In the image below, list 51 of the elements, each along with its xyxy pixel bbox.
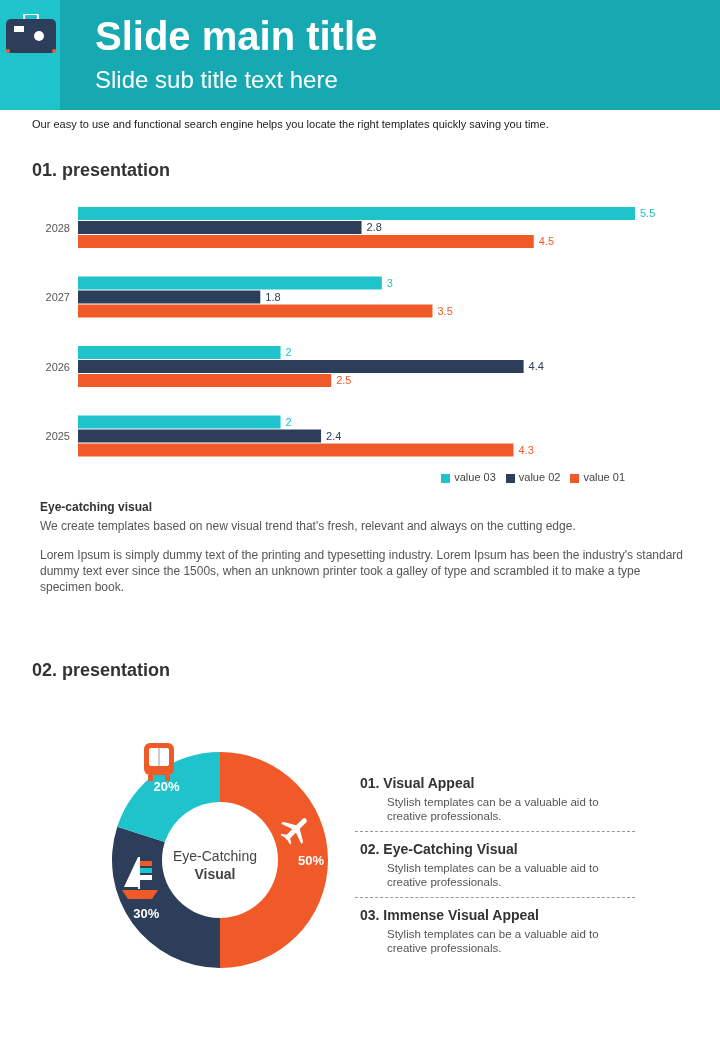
bar (78, 290, 261, 304)
bar (78, 374, 332, 387)
text: Stylish templates can be a valuable aid to creative professionals. (387, 861, 600, 889)
bar (78, 360, 524, 373)
text: Stylish templates can be a valuable aid to creative professionals. (387, 927, 600, 955)
bar (78, 276, 382, 290)
data-label: 30% (133, 905, 160, 921)
y-tick-label: 2025 (45, 430, 70, 443)
data-label: 4.5 (538, 235, 555, 248)
bar (78, 304, 433, 318)
text: 01. Visual Appeal (360, 775, 476, 791)
y-tick-label: 2026 (45, 360, 70, 373)
bar (78, 235, 534, 248)
data-label: 5.5 (640, 207, 656, 220)
legend-label: value 02 (518, 471, 561, 483)
chart-title: 01. presentation (32, 160, 171, 181)
text: 03. Immense Visual Appeal (360, 907, 540, 923)
y-tick-label: 2028 (45, 221, 70, 234)
legend-label: value 03 (454, 471, 496, 483)
text: Eye-catching visual (40, 500, 154, 514)
data-label: 2 (285, 346, 292, 359)
bar (78, 207, 635, 220)
y-tick-label: 2027 (45, 291, 70, 304)
bar (78, 429, 322, 443)
bar (78, 415, 281, 429)
data-label: 2.4 (326, 429, 342, 442)
data-label: 50% (297, 852, 325, 868)
text: Stylish templates can be a valuable aid to creative professionals. (387, 795, 600, 823)
data-label: 1.8 (265, 290, 281, 303)
bar (78, 346, 281, 359)
data-label: 2.5 (336, 374, 352, 387)
legend-label: value 01 (583, 471, 625, 483)
donut-slice (117, 752, 220, 843)
chart-title: 02. presentation (32, 660, 171, 681)
data-label: 2.8 (366, 221, 382, 234)
text: Our easy to use and functional search engine helps you locate the right templates quickly saving you time. (32, 118, 549, 130)
text: Slide main title (95, 14, 378, 59)
text: Lorem Ipsum is simply dummy text of the printing and typesetting industry. Lorem Ipsum has been the industry's standard dummy text ever since the 1500s, when an unknown printer took a galley of type and scrambled it to make a type specimen book. (40, 547, 685, 595)
bar (78, 221, 362, 234)
data-label: 4.3 (518, 443, 534, 456)
text: Visual (193, 865, 237, 883)
text: 02. Eye-Catching Visual (360, 841, 519, 857)
bar (78, 443, 514, 457)
text: We create templates based on new visual trend that's fresh, relevant and always on the cutting edge. (40, 519, 577, 533)
data-label: 2 (285, 415, 292, 428)
data-label: 4.4 (528, 360, 544, 373)
data-label: 3 (386, 276, 393, 289)
text: Eye-Catching (171, 847, 258, 865)
text: Slide sub title text here (95, 66, 338, 94)
data-label: 20% (153, 778, 180, 794)
data-label: 3.5 (437, 304, 453, 317)
